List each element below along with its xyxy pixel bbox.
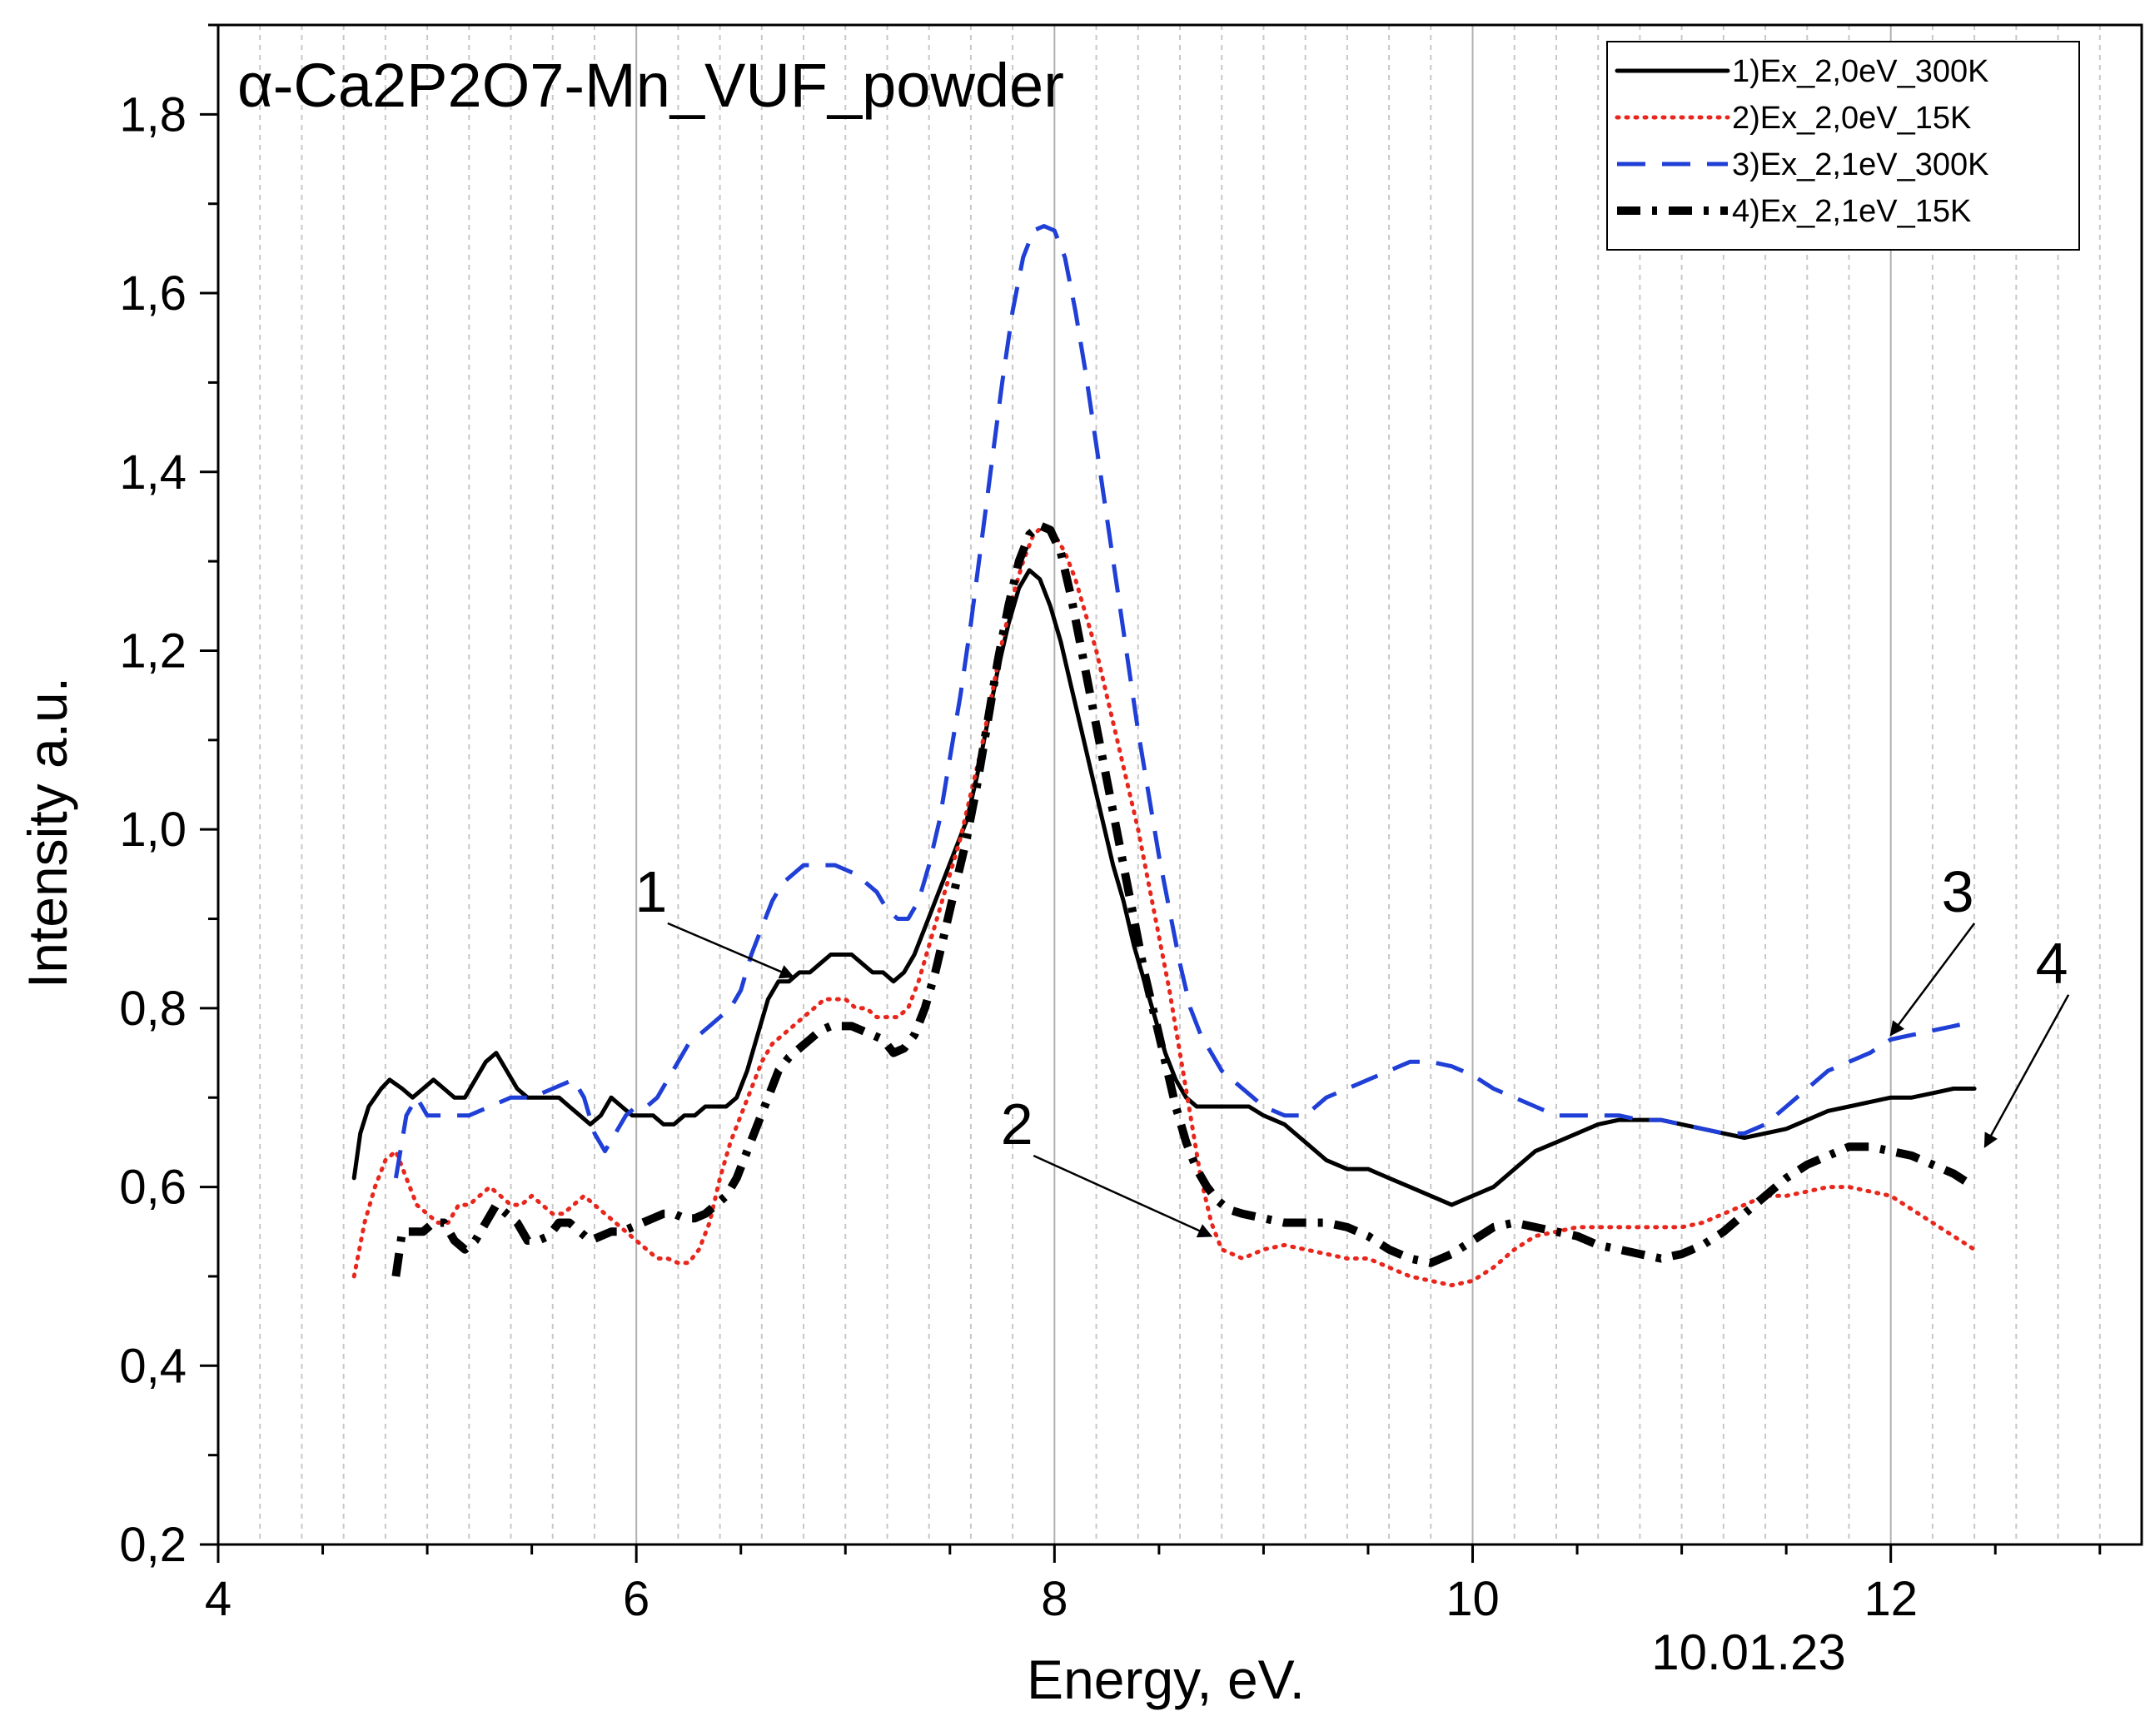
y-axis-title: Intensity a.u. bbox=[17, 677, 78, 988]
annotations-layer: 1 2 34 bbox=[635, 859, 2070, 1238]
chart-title: α-Ca2P2O7-Mn_VUF_powder bbox=[237, 51, 1064, 120]
legend-label-3: 3)Ex_2,1eV_300K bbox=[1732, 147, 1988, 182]
series-line-3 bbox=[393, 224, 1975, 1179]
major-grid bbox=[635, 25, 1892, 1544]
x-axis-title: Energy, eV. bbox=[1027, 1649, 1305, 1710]
y-tick-label: 0,8 bbox=[119, 982, 187, 1036]
y-tick-label: 1,8 bbox=[119, 87, 187, 142]
y-tick-label: 0,2 bbox=[119, 1518, 187, 1572]
series-line-4 bbox=[391, 521, 1977, 1277]
y-tick-label: 0,6 bbox=[119, 1161, 187, 1215]
annotation-label: 3 bbox=[1942, 859, 1974, 924]
x-tick-label: 4 bbox=[205, 1572, 231, 1626]
y-tick-label: 1,4 bbox=[119, 445, 187, 500]
x-tick-label: 8 bbox=[1041, 1572, 1068, 1626]
legend-label-1: 1)Ex_2,0eV_300K bbox=[1732, 54, 1988, 89]
x-tick-label: 6 bbox=[623, 1572, 649, 1626]
annotation-label: 2 bbox=[1001, 1092, 1033, 1157]
series-layer bbox=[351, 224, 1977, 1288]
y-tick-label: 1,6 bbox=[119, 266, 187, 321]
legend-label-2: 2)Ex_2,0eV_15K bbox=[1732, 101, 1971, 136]
y-axis-ticks: 0,2 0,4 0,6 0,8 1,0 1,2 1,4 1,6 1,8 bbox=[119, 23, 218, 1572]
annotation-label: 1 bbox=[635, 859, 667, 924]
plot-frame bbox=[216, 23, 2143, 1546]
y-tick-label: 1,2 bbox=[119, 624, 187, 678]
annotation-arrow bbox=[1033, 1154, 1213, 1238]
legend-box bbox=[1606, 41, 2080, 251]
y-tick-label: 0,4 bbox=[119, 1339, 187, 1393]
annotation-arrow bbox=[667, 922, 795, 979]
x-tick-label: 10 bbox=[1446, 1572, 1500, 1626]
legend-label-4: 4)Ex_2,1eV_15K bbox=[1732, 194, 1971, 229]
series-line-2 bbox=[351, 523, 1977, 1288]
x-tick-label: 12 bbox=[1864, 1572, 1918, 1626]
legend: 1)Ex_2,0eV_300K 2)Ex_2,0eV_15K 3)Ex_2,1eV_… bbox=[1606, 41, 2080, 251]
date-label: 10.01.23 bbox=[1651, 1624, 1846, 1680]
annotation-label: 4 bbox=[2036, 931, 2068, 996]
minor-grid bbox=[259, 25, 2101, 1544]
annotation-arrow bbox=[1983, 994, 2070, 1148]
annotation-arrow bbox=[1889, 923, 1976, 1037]
y-tick-label: 1,0 bbox=[119, 803, 187, 857]
x-axis-ticks: 4 6 8 10 12 bbox=[205, 1544, 2102, 1626]
